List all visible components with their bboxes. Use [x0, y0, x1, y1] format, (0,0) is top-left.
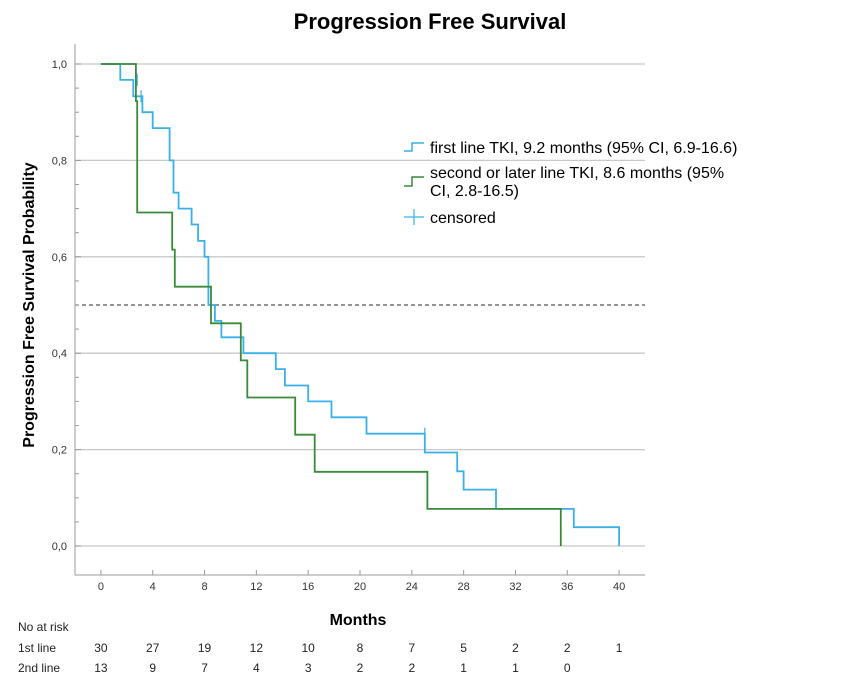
- series-line-1: [100, 63, 562, 546]
- legend-swatch-second-line: [404, 176, 424, 187]
- axes: [74, 44, 645, 576]
- risk-value-1-5: 2: [357, 661, 364, 675]
- y-tick-label-3: 0,6: [52, 252, 67, 264]
- x-tick-label-0: 0: [98, 581, 104, 593]
- survival-curves: [100, 63, 620, 546]
- risk-value-0-7: 5: [460, 641, 467, 655]
- risk-value-0-4: 10: [302, 641, 316, 655]
- y-tick-label-1: 0,2: [52, 445, 67, 457]
- risk-table-header: No at risk: [18, 620, 70, 634]
- y-tick-label-4: 0,8: [52, 155, 67, 167]
- risk-value-1-0: 13: [94, 661, 108, 675]
- risk-value-0-0: 30: [94, 641, 108, 655]
- x-tick-label-6: 24: [406, 581, 418, 593]
- risk-table: No at risk 1st line 2nd line 30 27 19 12 10 8…: [18, 620, 623, 675]
- risk-value-0-3: 12: [250, 641, 264, 655]
- risk-value-0-1: 27: [146, 641, 160, 655]
- risk-value-1-8: 1: [512, 661, 519, 675]
- x-tick-label-10: 40: [613, 581, 625, 593]
- x-tick-label-7: 28: [458, 581, 470, 593]
- y-tick-label-2: 0,4: [52, 348, 67, 360]
- risk-value-1-4: 3: [305, 661, 312, 675]
- risk-value-0-5: 8: [357, 641, 364, 655]
- series-line-0: [100, 63, 620, 546]
- chart-title: Progression Free Survival: [294, 9, 567, 34]
- risk-value-1-3: 4: [253, 661, 260, 675]
- risk-value-0-9: 2: [564, 641, 571, 655]
- tick-labels: 0,0 0,2 0,4 0,6 0,8 1,0 0 4 8 12 16 20 24 28 32 36 40: [52, 59, 626, 593]
- risk-value-0-8: 2: [512, 641, 519, 655]
- risk-row-label-2nd: 2nd line: [18, 661, 60, 675]
- y-axis-title: Progression Free Survival Probability: [21, 162, 38, 448]
- risk-value-0-10: 1: [616, 641, 623, 655]
- x-tick-label-8: 32: [509, 581, 521, 593]
- legend-label-second-line-part1: second or later line TKI, 8.6 months (95…: [430, 165, 724, 182]
- risk-value-0-6: 7: [408, 641, 415, 655]
- y-tick-label-0: 0,0: [52, 541, 67, 553]
- x-tick-label-4: 16: [302, 581, 314, 593]
- x-tick-label-9: 36: [561, 581, 573, 593]
- risk-value-1-1: 9: [149, 661, 156, 675]
- x-axis-title: Months: [330, 612, 387, 629]
- risk-value-1-2: 7: [201, 661, 208, 675]
- legend-label-second-line-part2: CI, 2.8-16.5): [430, 183, 519, 200]
- legend-label-second-line: second or later line TKI, 8.6 months (95…: [430, 165, 729, 200]
- risk-row-label-1st: 1st line: [18, 641, 56, 655]
- risk-value-0-2: 19: [198, 641, 212, 655]
- legend-label-censored: censored: [430, 210, 496, 227]
- legend-label-first-line: first line TKI, 9.2 months (95% CI, 6.9-…: [430, 140, 737, 157]
- risk-values: 30 27 19 12 10 8 7 5 2 2 113 9 7 4 3 2 2 1 1 0: [94, 641, 623, 675]
- risk-value-1-6: 2: [408, 661, 415, 675]
- x-tick-label-1: 4: [150, 581, 156, 593]
- risk-value-1-9: 0: [564, 661, 571, 675]
- x-tick-label-2: 8: [201, 581, 207, 593]
- risk-value-1-7: 1: [460, 661, 467, 675]
- legend: first line TKI, 9.2 months (95% CI, 6.9-…: [404, 140, 737, 227]
- y-tick-label-5: 1,0: [52, 59, 67, 71]
- x-tick-label-5: 20: [354, 581, 366, 593]
- x-tick-label-3: 12: [250, 581, 262, 593]
- legend-swatch-first-line: [404, 142, 424, 152]
